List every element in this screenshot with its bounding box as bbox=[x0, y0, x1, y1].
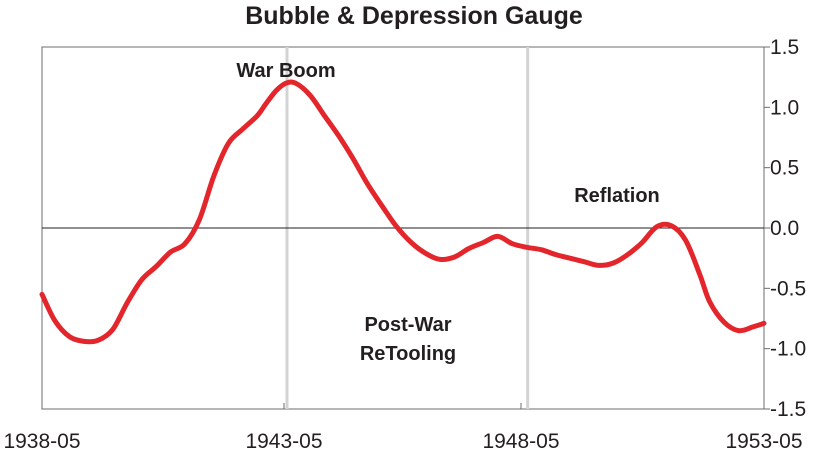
annotation-retooling: ReTooling bbox=[360, 343, 456, 365]
x-tick-label: 1938-05 bbox=[3, 430, 80, 450]
x-axis: 1938-05 1943-05 1948-05 1953-05 bbox=[3, 403, 803, 450]
chart-title: Bubble & Depression Gauge bbox=[245, 2, 583, 30]
y-tick-label: -1.0 bbox=[770, 338, 806, 361]
annotation-post-war: Post-War bbox=[364, 314, 451, 336]
y-tick-label: 1.0 bbox=[770, 96, 799, 119]
x-tick-label: 1953-05 bbox=[725, 430, 802, 450]
annotation-war-boom: War Boom bbox=[236, 60, 335, 82]
y-tick-label: 1.5 bbox=[770, 36, 799, 59]
x-tick-label: 1948-05 bbox=[482, 430, 559, 450]
series-line bbox=[39, 79, 767, 345]
y-tick-label: 0.0 bbox=[770, 217, 799, 240]
x-tick-label: 1943-05 bbox=[245, 430, 322, 450]
annotations: War Boom Post-War ReTooling Reflation bbox=[236, 60, 659, 365]
y-tick-label: -0.5 bbox=[770, 277, 806, 300]
annotation-reflation: Reflation bbox=[574, 185, 660, 207]
y-axis: 1.5 1.0 0.5 0.0 -0.5 -1.0 -1.5 bbox=[764, 36, 806, 421]
y-tick-label: -1.5 bbox=[770, 398, 806, 421]
y-tick-label: 0.5 bbox=[770, 157, 799, 180]
